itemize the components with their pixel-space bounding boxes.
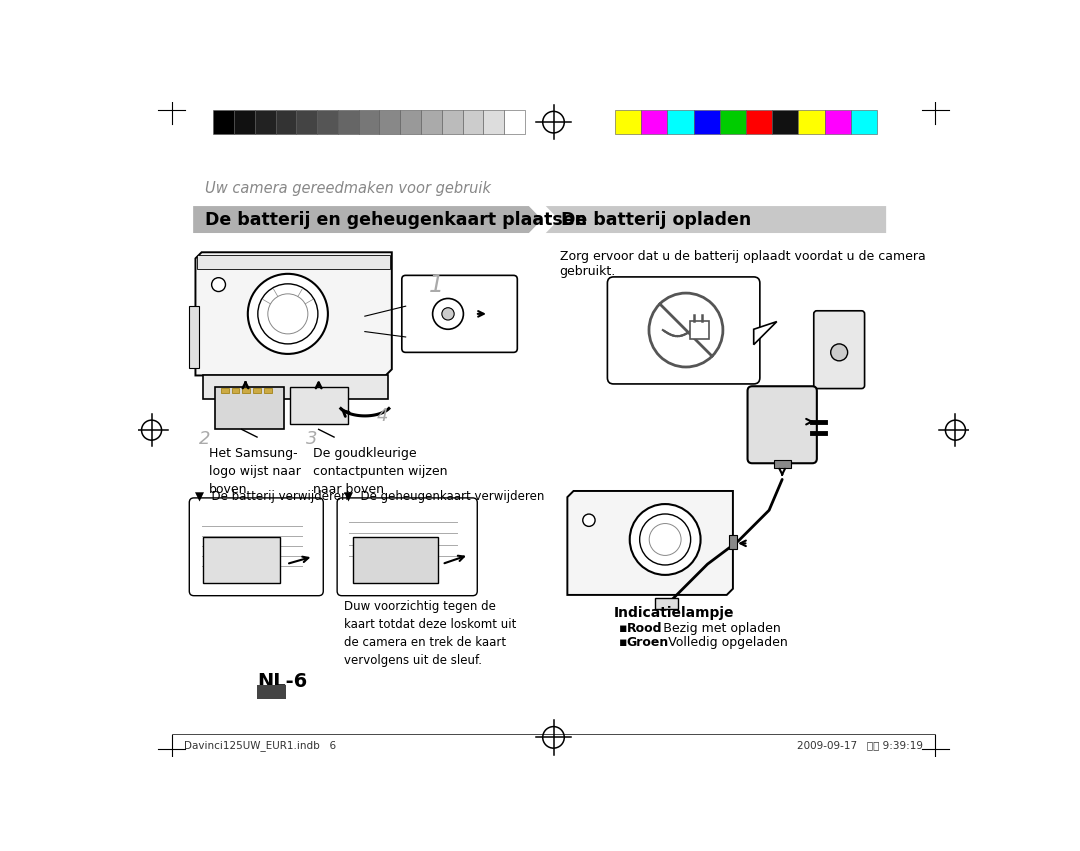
- Bar: [203, 375, 388, 398]
- Text: gebruikt.: gebruikt.: [559, 265, 616, 278]
- Circle shape: [583, 514, 595, 527]
- Polygon shape: [754, 322, 777, 345]
- Bar: [693, 110, 719, 134]
- Bar: [213, 110, 234, 134]
- Text: De batterij en geheugenkaart plaatsen: De batterij en geheugenkaart plaatsen: [205, 210, 588, 229]
- Text: Rood: Rood: [626, 622, 662, 636]
- Text: Davinci125UW_EUR1.indb   6: Davinci125UW_EUR1.indb 6: [184, 740, 336, 751]
- Bar: [189, 306, 199, 368]
- Text: Duw voorzichtig tegen de
kaart totdat deze loskomt uit
de camera en trek de kaar: Duw voorzichtig tegen de kaart totdat de…: [345, 600, 516, 667]
- Text: : Bezig met opladen: : Bezig met opladen: [656, 622, 781, 636]
- Bar: [656, 598, 678, 608]
- Circle shape: [247, 274, 328, 354]
- Bar: [379, 110, 401, 134]
- Bar: [215, 387, 284, 430]
- Text: ▪: ▪: [619, 622, 632, 636]
- Bar: [318, 110, 338, 134]
- Bar: [401, 110, 421, 134]
- Bar: [359, 110, 379, 134]
- Bar: [616, 110, 642, 134]
- FancyBboxPatch shape: [337, 498, 477, 596]
- Bar: [504, 110, 525, 134]
- Circle shape: [630, 504, 701, 575]
- Bar: [264, 388, 272, 393]
- Bar: [353, 537, 438, 584]
- Bar: [442, 110, 462, 134]
- Bar: [746, 110, 772, 134]
- Text: 2009-09-17   오전 9:39:19: 2009-09-17 오전 9:39:19: [797, 740, 923, 750]
- Bar: [296, 110, 318, 134]
- Text: ▼  De batterij verwijderen: ▼ De batterij verwijderen: [195, 490, 349, 503]
- Text: Indicatielampje: Indicatielampje: [613, 606, 734, 620]
- Text: 4: 4: [377, 408, 388, 426]
- Circle shape: [831, 344, 848, 361]
- Bar: [291, 387, 348, 424]
- Bar: [421, 110, 442, 134]
- Bar: [773, 460, 791, 468]
- Bar: [824, 110, 851, 134]
- Text: Zorg ervoor dat u de batterij oplaadt voordat u de camera: Zorg ervoor dat u de batterij oplaadt vo…: [559, 249, 926, 263]
- Bar: [197, 255, 390, 269]
- Text: NL-6: NL-6: [257, 671, 308, 691]
- Bar: [484, 110, 504, 134]
- Polygon shape: [195, 252, 392, 375]
- Text: Uw camera gereedmaken voor gebruik: Uw camera gereedmaken voor gebruik: [205, 181, 491, 196]
- Bar: [234, 110, 255, 134]
- Text: Het Samsung-
logo wijst naar
boven: Het Samsung- logo wijst naar boven: [208, 447, 300, 496]
- Text: ▪: ▪: [619, 637, 632, 649]
- Polygon shape: [193, 206, 542, 233]
- Bar: [231, 388, 240, 393]
- Bar: [690, 321, 710, 340]
- Text: De goudkleurige
contactpunten wijzen
naar boven: De goudkleurige contactpunten wijzen naa…: [313, 447, 448, 496]
- Text: 2: 2: [200, 431, 211, 448]
- Bar: [255, 110, 275, 134]
- Bar: [338, 110, 359, 134]
- Bar: [642, 110, 667, 134]
- Bar: [772, 110, 798, 134]
- Bar: [257, 685, 286, 699]
- Bar: [729, 535, 737, 549]
- Text: 3: 3: [306, 431, 318, 448]
- FancyBboxPatch shape: [402, 276, 517, 352]
- FancyBboxPatch shape: [607, 277, 760, 384]
- Text: De batterij opladen: De batterij opladen: [562, 210, 752, 229]
- Bar: [253, 388, 261, 393]
- Polygon shape: [567, 491, 733, 595]
- Bar: [798, 110, 824, 134]
- FancyBboxPatch shape: [747, 386, 816, 463]
- Bar: [242, 388, 251, 393]
- Text: Groen: Groen: [626, 637, 669, 649]
- Bar: [203, 537, 280, 584]
- Bar: [851, 110, 877, 134]
- Polygon shape: [545, 206, 886, 233]
- Bar: [275, 110, 296, 134]
- Circle shape: [442, 308, 455, 320]
- Bar: [220, 388, 229, 393]
- Bar: [719, 110, 746, 134]
- Text: : Volledig opgeladen: : Volledig opgeladen: [660, 637, 787, 649]
- Bar: [462, 110, 484, 134]
- FancyBboxPatch shape: [813, 311, 865, 389]
- Text: 1: 1: [429, 273, 444, 297]
- Text: ▼  De geheugenkaart verwijderen: ▼ De geheugenkaart verwijderen: [345, 490, 544, 503]
- FancyBboxPatch shape: [189, 498, 323, 596]
- Bar: [667, 110, 693, 134]
- Circle shape: [212, 277, 226, 292]
